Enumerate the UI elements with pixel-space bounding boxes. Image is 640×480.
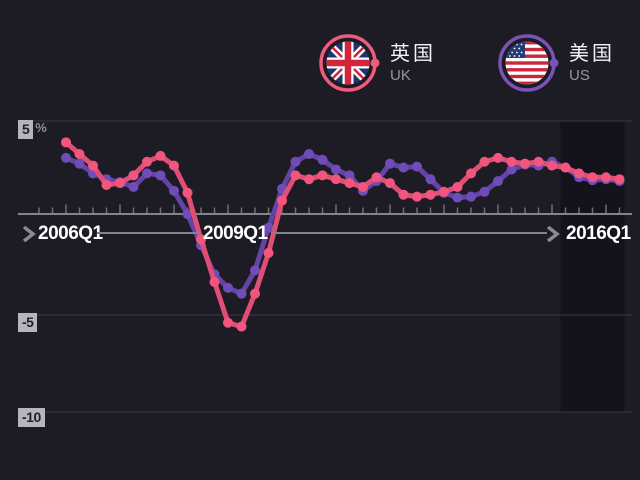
data-point-us: [182, 209, 193, 220]
data-point-uk: [412, 191, 422, 202]
data-point-us: [479, 186, 490, 197]
data-point-us: [155, 170, 166, 181]
data-point-us: [425, 174, 436, 185]
data-point-uk: [101, 180, 112, 191]
data-point-us: [452, 192, 463, 203]
data-point-us: [493, 176, 503, 187]
data-point-us: [506, 164, 517, 175]
data-point-uk: [601, 172, 611, 183]
us-flag-icon: [498, 34, 559, 92]
legend-uk-name-en: UK: [390, 66, 411, 84]
percent-suffix: %: [35, 120, 47, 135]
legend-item-uk: 英国 UK: [315, 30, 436, 96]
data-point-uk: [317, 170, 328, 181]
data-point-us: [142, 168, 152, 179]
data-point-uk: [209, 277, 220, 288]
data-point-uk: [263, 247, 274, 258]
legend: 英国 UK: [0, 30, 640, 98]
data-point-us: [223, 282, 233, 293]
legend-uk-name-zh: 英国: [390, 42, 436, 65]
data-point-us: [398, 162, 409, 173]
data-point-uk: [398, 189, 409, 200]
data-point-us: [385, 158, 395, 169]
data-point-uk: [74, 148, 85, 159]
axis-connector-line-2: [271, 232, 547, 234]
y-axis-label-5pct: 5%: [18, 120, 47, 139]
data-point-uk: [115, 178, 125, 189]
data-point-uk: [587, 172, 598, 183]
legend-us-name-zh: 美国: [569, 42, 615, 65]
data-point-us: [412, 161, 422, 172]
data-point-us: [250, 265, 260, 276]
x-axis-label-2016q1: 2016Q1: [566, 223, 631, 244]
data-point-uk: [250, 288, 260, 299]
data-point-uk: [169, 160, 179, 171]
data-point-uk: [290, 170, 301, 181]
data-point-uk: [479, 156, 490, 167]
highlight-band: [560, 121, 625, 412]
data-point-us: [344, 170, 355, 181]
data-point-uk: [182, 187, 193, 198]
data-point-uk: [614, 174, 625, 185]
y-axis-label-5pct-box: 5: [18, 120, 34, 139]
data-point-us: [169, 185, 179, 196]
data-point-us: [74, 158, 85, 169]
data-point-uk: [506, 156, 517, 167]
data-point-uk: [236, 321, 247, 332]
data-point-us: [128, 181, 139, 192]
data-point-uk: [358, 181, 368, 192]
data-point-uk: [277, 195, 287, 206]
legend-us-labels: 美国 US: [569, 43, 615, 84]
y-axis-label-neg10-box: -10: [18, 408, 45, 427]
data-point-uk: [385, 178, 395, 189]
y-axis-label-neg5: -5: [18, 313, 38, 332]
data-point-uk: [88, 160, 98, 171]
data-point-uk: [223, 317, 233, 328]
legend-item-us: 美国 US: [494, 30, 615, 96]
data-point-uk: [466, 168, 476, 179]
axis-connector-line-1: [97, 232, 200, 234]
x-axis-label-2009q1: 2009Q1: [203, 223, 268, 244]
data-point-us: [317, 154, 328, 165]
chevron-right-icon: [22, 226, 36, 242]
uk-flag-icon: [319, 34, 380, 92]
data-point-uk: [560, 162, 571, 173]
legend-us-name-en: US: [569, 66, 590, 84]
data-point-uk: [344, 178, 355, 189]
data-point-us: [331, 164, 341, 175]
data-point-us: [263, 222, 274, 233]
y-axis-label-neg5-box: -5: [18, 313, 38, 332]
data-point-uk: [196, 234, 206, 245]
data-point-uk: [425, 189, 436, 200]
data-point-uk: [304, 174, 314, 185]
arrow-head-icon: [546, 226, 560, 242]
data-point-us: [304, 148, 314, 159]
data-point-us: [290, 156, 301, 167]
data-point-uk: [142, 156, 152, 167]
data-point-uk: [452, 181, 463, 192]
data-point-uk: [439, 186, 449, 197]
legend-uk-labels: 英国 UK: [390, 43, 436, 84]
data-point-uk: [371, 172, 382, 183]
data-point-us: [61, 152, 71, 163]
data-point-uk: [61, 137, 71, 148]
x-axis-label-2006q1: 2006Q1: [38, 223, 103, 244]
data-point-uk: [331, 174, 341, 185]
data-point-uk: [155, 150, 166, 161]
data-point-uk: [520, 158, 530, 169]
data-point-uk: [128, 170, 139, 181]
data-point-us: [236, 288, 247, 299]
data-point-us: [466, 191, 476, 202]
data-point-uk: [493, 152, 503, 163]
data-point-uk: [533, 156, 544, 167]
y-axis-label-neg10: -10: [18, 408, 45, 427]
data-point-uk: [547, 160, 557, 171]
data-point-uk: [574, 168, 584, 179]
